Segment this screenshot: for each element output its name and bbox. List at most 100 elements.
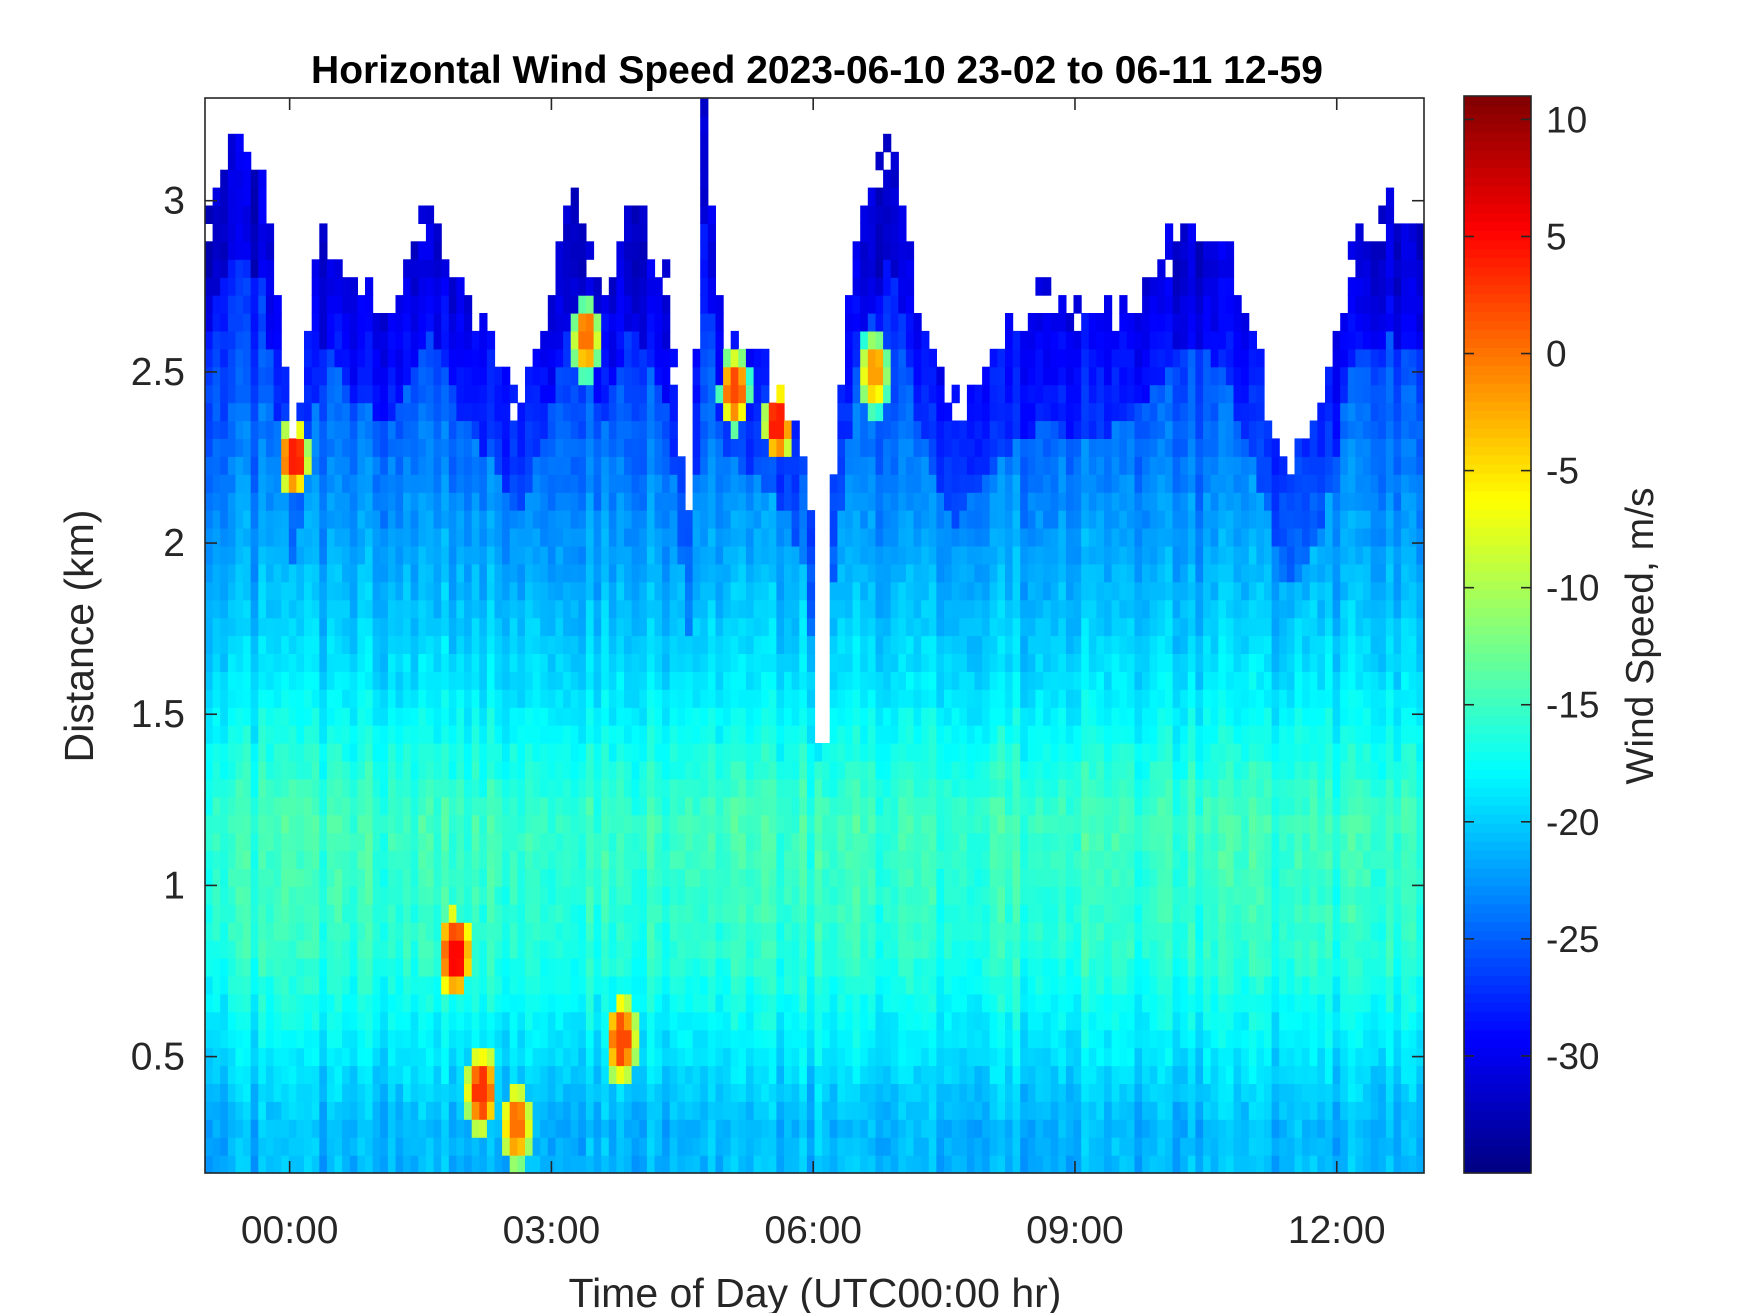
heatmap-cell: [235, 1065, 244, 1084]
heatmap-cell: [410, 886, 419, 905]
heatmap-cell: [319, 1101, 328, 1120]
heatmap-cell: [753, 599, 762, 619]
heatmap-cell: [212, 366, 221, 386]
heatmap-cell: [494, 1029, 503, 1049]
heatmap-cell: [479, 330, 488, 350]
heatmap-cell: [479, 796, 488, 816]
heatmap-cell: [860, 223, 869, 242]
heatmap-cell: [372, 993, 381, 1013]
heatmap-cell: [677, 474, 686, 493]
heatmap-cell: [433, 922, 442, 941]
heatmap-cell: [624, 205, 633, 224]
heatmap-cell: [273, 510, 282, 529]
heatmap-cell: [631, 528, 640, 547]
heatmap-cell: [243, 1011, 252, 1031]
heatmap-cell: [814, 868, 823, 887]
heatmap-cell: [776, 886, 785, 905]
heatmap-cell: [304, 922, 313, 941]
heatmap-cell: [624, 402, 633, 422]
heatmap-cell: [456, 868, 465, 887]
heatmap-cell: [745, 993, 755, 1013]
heatmap-cell: [517, 850, 526, 869]
heatmap-cell: [776, 958, 785, 977]
heatmap-cell: [296, 975, 305, 995]
heatmap-cell: [227, 187, 237, 207]
heatmap-cell: [662, 814, 671, 834]
heatmap-cell: [700, 581, 709, 601]
heatmap-cell: [905, 940, 915, 959]
heatmap-cell: [547, 474, 556, 493]
heatmap-cell: [425, 223, 435, 242]
heatmap-cell: [403, 1155, 412, 1174]
heatmap-cell: [913, 922, 922, 941]
heatmap-cell: [883, 366, 892, 386]
heatmap-column: [494, 366, 503, 1174]
heatmap-cell: [585, 510, 595, 529]
heatmap-cell: [692, 456, 701, 475]
heatmap-cell: [631, 420, 640, 439]
heatmap-cell: [921, 330, 930, 350]
heatmap-cell: [296, 707, 305, 726]
heatmap-cell: [410, 1137, 419, 1156]
heatmap-cell: [296, 599, 305, 619]
heatmap-cell: [867, 259, 876, 278]
heatmap-cell: [403, 330, 412, 350]
heatmap-cell: [410, 563, 419, 583]
heatmap-cell: [227, 259, 237, 278]
heatmap-cell: [578, 510, 587, 529]
heatmap-cell: [753, 725, 762, 744]
heatmap-cell: [403, 850, 412, 869]
heatmap-cell: [250, 886, 259, 905]
heatmap-cell: [410, 850, 419, 869]
heatmap-cell: [768, 832, 777, 852]
heatmap-cell: [296, 886, 305, 905]
heatmap-cell: [502, 1155, 511, 1174]
heatmap-cell: [502, 689, 511, 708]
heatmap-cell: [898, 1029, 907, 1049]
heatmap-cell: [616, 545, 625, 565]
heatmap-cell: [570, 814, 579, 834]
heatmap-cell: [509, 617, 518, 637]
heatmap-cell: [608, 510, 617, 529]
heatmap-cell: [471, 366, 480, 386]
heatmap-cell: [311, 295, 320, 314]
heatmap-cell: [784, 796, 793, 816]
heatmap-cell: [791, 1155, 800, 1174]
heatmap-cell: [753, 796, 762, 816]
heatmap-cell: [418, 707, 427, 726]
heatmap-cell: [235, 868, 244, 887]
heatmap-cell: [776, 456, 785, 475]
heatmap-cell: [639, 1065, 648, 1084]
heatmap-cell: [905, 1083, 915, 1102]
heatmap-cell: [951, 1011, 960, 1031]
heatmap-cell: [921, 1029, 930, 1049]
heatmap-cell: [555, 1119, 564, 1138]
heatmap-cell: [433, 528, 442, 547]
heatmap-cell: [631, 904, 640, 923]
heatmap-cell: [837, 922, 846, 941]
heatmap-cell: [829, 975, 838, 995]
heatmap-cell: [784, 760, 793, 780]
heatmap-cell: [288, 743, 297, 762]
heatmap-cell: [585, 850, 595, 869]
heatmap-cell: [593, 778, 602, 798]
heatmap-cell: [563, 420, 572, 439]
heatmap-cell: [205, 760, 214, 780]
heatmap-cell: [387, 993, 397, 1013]
heatmap-cell: [311, 958, 320, 977]
heatmap-cell: [898, 958, 907, 977]
heatmap-cell: [921, 581, 930, 601]
heatmap-cell: [883, 205, 892, 224]
heatmap-cell: [349, 671, 358, 690]
heatmap-cell: [662, 420, 671, 439]
heatmap-cell: [646, 1137, 656, 1156]
heatmap-cell: [685, 599, 694, 619]
heatmap-cell: [334, 545, 343, 565]
heatmap-cell: [525, 1065, 534, 1084]
heatmap-cell: [433, 1137, 442, 1156]
heatmap-cell: [555, 904, 564, 923]
heatmap-cell: [761, 1029, 770, 1049]
heatmap-cell: [829, 1047, 838, 1067]
heatmap-cell: [585, 940, 595, 959]
heatmap-cell: [319, 1047, 328, 1067]
